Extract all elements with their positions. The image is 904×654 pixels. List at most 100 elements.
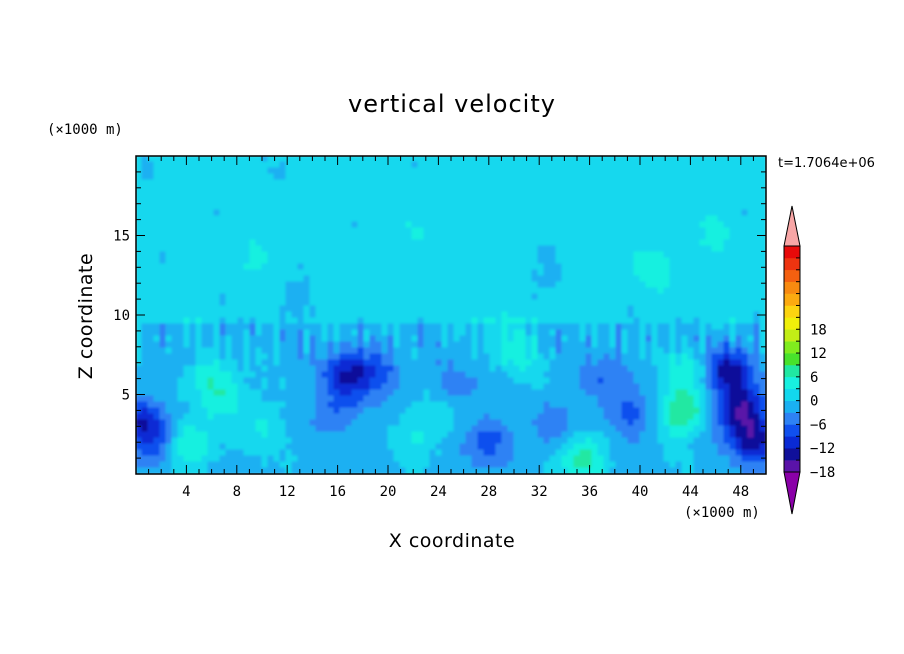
heatmap-cell bbox=[363, 341, 371, 349]
heatmap-cell bbox=[363, 263, 371, 271]
heatmap-cell bbox=[321, 161, 329, 169]
heatmap-cell bbox=[273, 257, 281, 265]
heatmap-cell bbox=[249, 395, 257, 403]
heatmap-cell bbox=[561, 275, 569, 283]
heatmap-cell bbox=[537, 161, 545, 169]
heatmap-cell bbox=[741, 317, 749, 325]
heatmap-cell bbox=[381, 431, 389, 439]
heatmap-cell bbox=[513, 347, 521, 355]
heatmap-cell bbox=[525, 251, 533, 259]
heatmap-cell bbox=[549, 275, 557, 283]
heatmap-cell bbox=[699, 275, 707, 283]
heatmap-cell bbox=[136, 437, 143, 445]
heatmap-cell bbox=[429, 227, 437, 235]
heatmap-cell bbox=[141, 185, 149, 193]
heatmap-cell bbox=[225, 173, 233, 181]
heatmap-cell bbox=[387, 299, 395, 307]
heatmap-cell bbox=[303, 263, 311, 271]
heatmap-cell bbox=[231, 407, 239, 415]
heatmap-cell bbox=[201, 419, 209, 427]
heatmap-cell bbox=[435, 341, 443, 349]
heatmap-cell bbox=[525, 215, 533, 223]
heatmap-cell bbox=[297, 275, 305, 283]
heatmap-cell bbox=[705, 287, 713, 295]
heatmap-cell bbox=[363, 161, 371, 169]
heatmap-cell bbox=[459, 191, 467, 199]
heatmap-cell bbox=[351, 329, 359, 337]
heatmap-cell bbox=[549, 401, 557, 409]
heatmap-cell bbox=[339, 353, 347, 361]
heatmap-cell bbox=[405, 341, 413, 349]
heatmap-cell bbox=[219, 431, 227, 439]
heatmap-cell bbox=[519, 425, 527, 433]
heatmap-cell bbox=[699, 419, 707, 427]
heatmap-cell bbox=[519, 407, 527, 415]
heatmap-cell bbox=[267, 251, 275, 259]
heatmap-cell bbox=[231, 287, 239, 295]
heatmap-cell bbox=[273, 209, 281, 217]
heatmap-cell bbox=[435, 173, 443, 181]
heatmap-cell bbox=[723, 377, 731, 385]
heatmap-cell bbox=[201, 197, 209, 205]
heatmap-cell bbox=[417, 167, 425, 175]
heatmap-cell bbox=[675, 299, 683, 307]
heatmap-cell bbox=[453, 299, 461, 307]
heatmap-cell bbox=[555, 293, 563, 301]
heatmap-cell bbox=[453, 167, 461, 175]
heatmap-cell bbox=[597, 377, 605, 385]
heatmap-cell bbox=[459, 263, 467, 271]
heatmap-cell bbox=[435, 167, 443, 175]
heatmap-cell bbox=[153, 197, 161, 205]
heatmap-cell bbox=[423, 233, 431, 241]
heatmap-cell bbox=[591, 359, 599, 367]
heatmap-cell bbox=[136, 431, 143, 439]
heatmap-cell bbox=[213, 377, 221, 385]
heatmap-cell bbox=[669, 365, 677, 373]
heatmap-cell bbox=[411, 215, 419, 223]
heatmap-cell bbox=[549, 161, 557, 169]
heatmap-cell bbox=[657, 275, 665, 283]
heatmap-cell bbox=[525, 269, 533, 277]
heatmap-cell bbox=[453, 239, 461, 247]
heatmap-cell bbox=[363, 167, 371, 175]
heatmap-cell bbox=[663, 365, 671, 373]
heatmap-cell bbox=[687, 287, 695, 295]
heatmap-cell bbox=[393, 191, 401, 199]
heatmap-cell bbox=[687, 335, 695, 343]
heatmap-cell bbox=[255, 341, 263, 349]
heatmap-cell bbox=[603, 353, 611, 361]
heatmap-cell bbox=[411, 293, 419, 301]
heatmap-cell bbox=[189, 221, 197, 229]
heatmap-cell bbox=[645, 209, 653, 217]
heatmap-cell bbox=[447, 257, 455, 265]
heatmap-cell bbox=[549, 281, 557, 289]
heatmap-cell bbox=[531, 293, 539, 301]
heatmap-cell bbox=[393, 281, 401, 289]
heatmap-cell bbox=[723, 299, 731, 307]
heatmap-cell bbox=[687, 239, 695, 247]
heatmap-cell bbox=[279, 257, 287, 265]
heatmap-cell bbox=[591, 323, 599, 331]
heatmap-cell bbox=[663, 317, 671, 325]
heatmap-cell bbox=[219, 401, 227, 409]
heatmap-cell bbox=[603, 245, 611, 253]
heatmap-cell bbox=[369, 425, 377, 433]
heatmap-cell bbox=[711, 389, 719, 397]
heatmap-cell bbox=[429, 269, 437, 277]
heatmap-cell bbox=[639, 323, 647, 331]
heatmap-cell bbox=[243, 167, 251, 175]
heatmap-cell bbox=[405, 395, 413, 403]
heatmap-cell bbox=[387, 239, 395, 247]
heatmap-cell bbox=[675, 293, 683, 301]
heatmap-cell bbox=[609, 413, 617, 421]
heatmap-cell bbox=[417, 281, 425, 289]
heatmap-cell bbox=[279, 215, 287, 223]
heatmap-cell bbox=[669, 401, 677, 409]
heatmap-cell bbox=[657, 389, 665, 397]
heatmap-cell bbox=[735, 365, 743, 373]
heatmap-cell bbox=[315, 185, 323, 193]
heatmap-cell bbox=[633, 425, 641, 433]
heatmap-cell bbox=[375, 437, 383, 445]
heatmap-cell bbox=[351, 161, 359, 169]
heatmap-cell bbox=[741, 425, 749, 433]
